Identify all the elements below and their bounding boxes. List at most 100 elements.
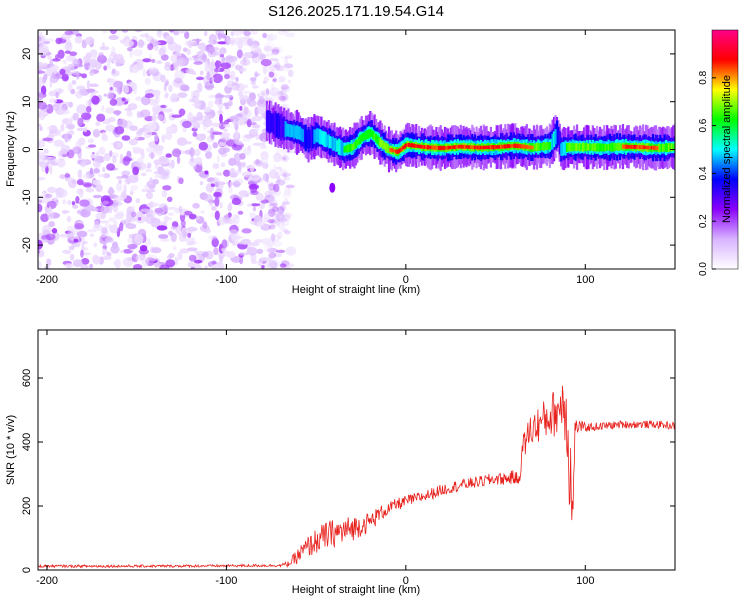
- spectrogram-cell: [278, 76, 286, 83]
- spectrogram-ridge-cell: [363, 132, 366, 140]
- spectrogram-cell: [228, 229, 239, 238]
- spectrogram-cell: [268, 71, 275, 78]
- spectrogram-cell: [86, 229, 97, 233]
- spectrogram-cell: [174, 44, 182, 53]
- spectrogram-cell: [172, 246, 177, 251]
- spectrogram-cell: [131, 65, 139, 74]
- spectrogram-ridge-cell: [551, 133, 554, 150]
- spectrogram-cell: [76, 188, 84, 194]
- spectrogram-ridge-cell: [406, 143, 409, 147]
- spectrogram-cell: [73, 238, 79, 243]
- spectrogram-ridge-cell: [468, 145, 471, 150]
- spectrogram-cell: [229, 167, 236, 178]
- spectrogram-cell: [42, 190, 47, 195]
- spectrogram-cell: [238, 252, 249, 256]
- spectrogram-cell: [235, 113, 243, 118]
- spectrogram-cell: [123, 39, 134, 48]
- spectrogram-cell: [121, 135, 131, 141]
- spectrogram-cell: [255, 194, 265, 201]
- spectrogram-ridge-cell: [501, 144, 504, 149]
- y-tick-label: -20: [21, 237, 33, 253]
- spectrogram-cell: [137, 39, 144, 48]
- spectrogram-cell: [164, 64, 172, 71]
- spectrogram-ridge-cell: [471, 145, 474, 149]
- colorbar-tick-label: 0.8: [698, 70, 709, 84]
- spectrogram-cell: [288, 69, 294, 78]
- spectrogram-cell: [259, 256, 271, 262]
- spectrogram-cell: [38, 248, 41, 255]
- spectrogram-ridge-cell: [286, 123, 289, 136]
- spectrogram-ridge-cell: [323, 131, 326, 147]
- spectrogram-cell: [57, 49, 65, 59]
- spectrogram-ridge-cell: [594, 143, 597, 152]
- spectrogram-ridge-cell: [564, 140, 567, 156]
- spectrogram-cell: [269, 64, 279, 71]
- spectrogram-cell: [145, 209, 155, 217]
- spectrogram-cell: [39, 161, 49, 168]
- spectrogram-ridge-cell: [428, 145, 431, 149]
- spectrogram-ridge-cell: [512, 143, 515, 148]
- spectrogram-cell: [38, 36, 42, 42]
- spectrogram-cell: [284, 56, 289, 65]
- spectrogram-cell: [153, 262, 161, 268]
- spectrogram-cell: [204, 265, 208, 269]
- spectrogram-cell: [113, 204, 119, 213]
- spectrogram-cell: [223, 119, 230, 125]
- spectrogram-cell: [221, 239, 228, 249]
- spectrogram-ridge-cell: [466, 145, 470, 149]
- spectrogram-cell: [170, 226, 177, 230]
- spectrogram-cell: [183, 210, 193, 216]
- spectrogram-cell: [81, 73, 87, 79]
- spectrogram-cell: [228, 157, 237, 166]
- spectrogram-cell: [257, 93, 261, 97]
- spectrogram-cell: [113, 195, 122, 204]
- spectrogram-cell: [283, 177, 291, 181]
- spectrogram-cell: [238, 91, 243, 97]
- spectrogram-ridge-cell: [488, 145, 491, 150]
- spectrogram-cell: [141, 95, 151, 106]
- spectrogram-ridge-cell: [544, 143, 547, 150]
- spectrogram-ridge-cell: [624, 144, 627, 149]
- spectrogram-ridge-cell: [537, 143, 540, 151]
- spectrogram-cell: [47, 186, 57, 194]
- spectrogram-cell: [209, 202, 213, 207]
- spectrogram-cell: [132, 84, 138, 95]
- spectrogram-cell: [220, 62, 231, 69]
- spectrogram-cell: [170, 159, 175, 169]
- spectrogram-ridge-cell: [588, 143, 592, 151]
- spectrogram-ridge-cell: [631, 145, 635, 149]
- spectrogram-ridge-cell: [294, 126, 297, 138]
- spectrogram-cell: [221, 137, 232, 141]
- spectrogram-ridge-cell: [565, 143, 569, 152]
- spectrogram-cell: [38, 151, 46, 160]
- spectrogram-cell: [188, 213, 197, 220]
- spectrogram-cell: [58, 157, 65, 161]
- spectrogram-cell: [270, 52, 278, 56]
- spectrogram-ridge-cell: [412, 143, 415, 148]
- spectrogram-cell: [118, 179, 122, 184]
- spectrogram-cell: [269, 58, 279, 61]
- spectrogram-cell: [64, 30, 74, 36]
- spectrogram-ridge-cell: [433, 145, 436, 150]
- spectrogram-cell: [141, 188, 148, 193]
- spectrogram-cell: [187, 247, 198, 252]
- spectrogram-cell: [237, 119, 247, 126]
- spectrogram-cell: [285, 184, 295, 189]
- spectrogram-ridge-cell: [438, 145, 441, 150]
- spectrogram-cell: [216, 172, 223, 176]
- spectrogram-cell: [267, 247, 278, 253]
- spectrogram-cell: [74, 223, 85, 230]
- spectrogram-cell: [283, 63, 294, 69]
- spectrogram-ridge-cell: [639, 145, 642, 150]
- spectrogram-cell: [242, 171, 253, 178]
- spectrogram-cell: [281, 169, 288, 174]
- spectrogram-ridge-cell: [603, 143, 606, 152]
- spectrogram-ridge-cell: [567, 143, 570, 152]
- spectrogram-cell: [283, 188, 292, 196]
- spectrogram-cell: [240, 161, 247, 168]
- spectrogram-cell: [268, 183, 276, 191]
- spectrogram-cell: [169, 93, 178, 103]
- spectrogram-cell: [127, 103, 138, 111]
- spectrogram-cell: [243, 52, 253, 59]
- spectrogram-cell: [194, 259, 203, 264]
